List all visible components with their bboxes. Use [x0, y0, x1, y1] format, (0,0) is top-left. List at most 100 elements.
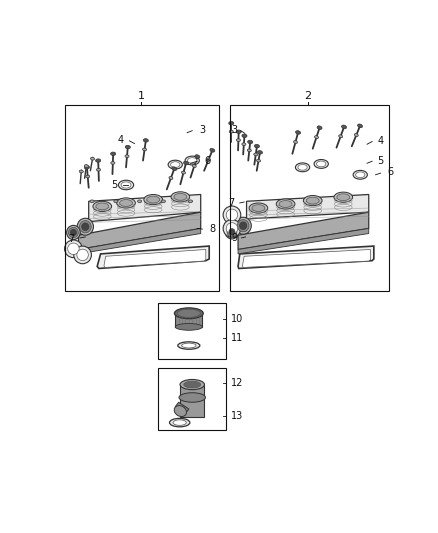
Text: 3: 3 — [231, 125, 237, 135]
Text: 3: 3 — [199, 125, 205, 135]
Ellipse shape — [226, 223, 238, 234]
Ellipse shape — [188, 200, 193, 203]
Ellipse shape — [67, 225, 80, 240]
Ellipse shape — [172, 167, 177, 171]
Text: 13: 13 — [231, 411, 244, 421]
Ellipse shape — [317, 161, 326, 167]
Ellipse shape — [86, 175, 90, 178]
Text: 9: 9 — [231, 233, 237, 243]
Ellipse shape — [77, 218, 93, 235]
Ellipse shape — [342, 125, 346, 129]
Ellipse shape — [210, 148, 215, 152]
Ellipse shape — [147, 196, 159, 203]
Ellipse shape — [242, 134, 247, 138]
Ellipse shape — [71, 229, 77, 236]
Ellipse shape — [175, 324, 202, 330]
Text: 11: 11 — [231, 333, 244, 343]
Ellipse shape — [235, 217, 251, 234]
Ellipse shape — [207, 158, 211, 161]
Text: 5: 5 — [378, 156, 384, 166]
Ellipse shape — [185, 156, 199, 165]
Polygon shape — [238, 246, 374, 269]
Ellipse shape — [177, 309, 200, 317]
Ellipse shape — [293, 141, 297, 143]
Ellipse shape — [254, 153, 258, 156]
Ellipse shape — [64, 240, 82, 257]
Ellipse shape — [229, 122, 234, 125]
Ellipse shape — [161, 200, 166, 203]
Polygon shape — [238, 229, 369, 254]
Ellipse shape — [276, 199, 295, 209]
Ellipse shape — [229, 229, 235, 235]
Ellipse shape — [121, 182, 131, 188]
Text: 6: 6 — [205, 156, 211, 166]
Ellipse shape — [258, 151, 262, 154]
Ellipse shape — [237, 139, 240, 141]
Ellipse shape — [227, 227, 237, 237]
Text: 4: 4 — [118, 135, 124, 145]
Polygon shape — [247, 195, 369, 219]
Ellipse shape — [181, 171, 185, 174]
Ellipse shape — [237, 220, 249, 232]
Ellipse shape — [169, 176, 173, 180]
Polygon shape — [243, 249, 371, 268]
Polygon shape — [78, 229, 201, 254]
Text: 7: 7 — [68, 233, 74, 244]
Ellipse shape — [223, 220, 241, 237]
Ellipse shape — [247, 149, 251, 152]
Ellipse shape — [179, 393, 205, 402]
Ellipse shape — [138, 200, 141, 203]
Ellipse shape — [339, 135, 343, 138]
Ellipse shape — [170, 418, 190, 427]
Ellipse shape — [257, 159, 261, 162]
Ellipse shape — [187, 158, 197, 164]
Ellipse shape — [306, 197, 319, 204]
Ellipse shape — [356, 172, 365, 177]
Ellipse shape — [120, 199, 132, 206]
Ellipse shape — [174, 406, 187, 416]
Polygon shape — [97, 246, 209, 269]
Ellipse shape — [90, 200, 94, 203]
Ellipse shape — [142, 148, 147, 151]
Ellipse shape — [184, 161, 188, 165]
Ellipse shape — [357, 124, 363, 128]
Ellipse shape — [114, 200, 118, 203]
Ellipse shape — [96, 168, 101, 171]
Text: 4: 4 — [378, 136, 384, 146]
Ellipse shape — [254, 144, 259, 148]
Ellipse shape — [111, 161, 115, 164]
Polygon shape — [238, 212, 369, 249]
Ellipse shape — [314, 136, 318, 139]
Ellipse shape — [111, 152, 116, 156]
Ellipse shape — [252, 205, 265, 212]
Ellipse shape — [279, 200, 292, 207]
Ellipse shape — [174, 193, 187, 200]
Ellipse shape — [144, 195, 162, 205]
Ellipse shape — [240, 222, 247, 230]
Text: 6: 6 — [388, 167, 394, 177]
Ellipse shape — [118, 180, 134, 190]
Text: 8: 8 — [209, 224, 215, 234]
Text: 12: 12 — [231, 378, 244, 388]
Text: 7: 7 — [228, 198, 234, 208]
Ellipse shape — [182, 343, 196, 348]
Ellipse shape — [353, 171, 367, 179]
Ellipse shape — [96, 203, 109, 210]
Ellipse shape — [171, 161, 180, 167]
Polygon shape — [104, 249, 206, 268]
Ellipse shape — [74, 246, 92, 264]
Ellipse shape — [304, 196, 322, 206]
Ellipse shape — [314, 159, 328, 168]
Text: 10: 10 — [231, 314, 244, 325]
Ellipse shape — [79, 170, 83, 173]
Ellipse shape — [95, 159, 101, 162]
Polygon shape — [175, 402, 189, 414]
Ellipse shape — [296, 131, 300, 134]
Ellipse shape — [93, 201, 112, 212]
Ellipse shape — [174, 308, 203, 319]
Ellipse shape — [249, 203, 268, 213]
Ellipse shape — [334, 192, 353, 203]
Ellipse shape — [173, 420, 186, 425]
Ellipse shape — [84, 165, 88, 167]
Ellipse shape — [195, 155, 200, 158]
